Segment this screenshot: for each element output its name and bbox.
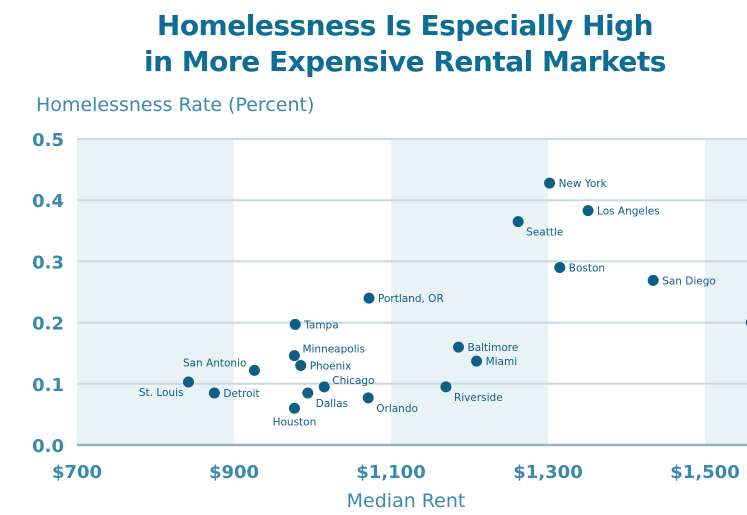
point-label-new-york: New York [559, 178, 608, 190]
x-tick-label-2: $1,100 [356, 462, 425, 483]
x-axis-label: Median Rent [346, 490, 466, 512]
point-label-miami: Miami [486, 356, 518, 368]
point-new-york [544, 177, 556, 189]
point-portland-or [363, 292, 375, 304]
point-label-phoenix: Phoenix [310, 360, 352, 372]
point-seattle [512, 216, 524, 228]
point-label-tampa: Tampa [303, 319, 338, 331]
point-label-houston: Houston [273, 416, 317, 428]
point-st-louis [182, 376, 194, 388]
point-label-detroit: Detroit [223, 388, 259, 400]
point-label-seattle: Seattle [526, 227, 563, 239]
x-tick-label-4: $1,500 [670, 462, 739, 483]
point-boston [554, 262, 566, 274]
shaded-band-0 [77, 139, 234, 445]
x-tick-label-1: $900 [209, 462, 259, 483]
point-label-los-angeles: Los Angeles [597, 206, 660, 218]
point-label-boston: Boston [569, 263, 605, 275]
point-los-angeles [582, 205, 594, 217]
y-tick-label-5: 0.5 [32, 130, 64, 151]
point-tampa [289, 318, 301, 330]
y-tick-label-0: 0.0 [32, 436, 64, 457]
point-san-diego [647, 274, 659, 286]
point-label-minneapolis: Minneapolis [302, 344, 365, 356]
point-label-orlando: Orlando [376, 403, 418, 415]
chart-title: Homelessness Is Especially High in More … [0, 8, 747, 80]
point-dallas [302, 387, 314, 399]
point-minneapolis [288, 350, 300, 362]
shaded-band-1 [391, 139, 548, 445]
y-tick-label-3: 0.3 [32, 252, 64, 273]
point-label-portland-or: Portland, OR [378, 293, 444, 305]
point-baltimore [453, 341, 465, 353]
point-orlando [362, 392, 374, 404]
point-san-antonio [248, 364, 260, 376]
point-houston [288, 402, 300, 414]
shaded-band-2 [705, 139, 747, 445]
point-label-chicago: Chicago [332, 375, 374, 387]
point-label-san-antonio: San Antonio [183, 357, 246, 369]
point-phoenix [295, 359, 307, 371]
y-axis-label: Homelessness Rate (Percent) [36, 94, 315, 116]
y-tick-label-2: 0.2 [32, 314, 64, 335]
point-chicago [318, 381, 330, 393]
point-label-riverside: Riverside [454, 392, 503, 404]
y-tick-label-1: 0.1 [32, 375, 64, 396]
point-label-san-diego: San Diego [662, 275, 716, 287]
x-tick-label-3: $1,300 [513, 462, 582, 483]
chart-title-line-2: in More Expensive Rental Markets [144, 45, 666, 78]
y-tick-label-4: 0.4 [32, 191, 64, 212]
point-miami [471, 355, 483, 367]
point-label-dallas: Dallas [316, 398, 348, 410]
x-tick-label-0: $700 [52, 462, 102, 483]
point-riverside [440, 381, 452, 393]
point-label-baltimore: Baltimore [468, 342, 519, 354]
chart-title-line-1: Homelessness Is Especially High [156, 9, 654, 42]
point-label-st-louis: St. Louis [139, 387, 184, 399]
point-detroit [208, 387, 220, 399]
